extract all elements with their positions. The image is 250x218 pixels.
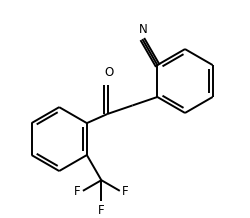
Text: F: F — [98, 204, 105, 217]
Text: O: O — [104, 66, 113, 79]
Text: F: F — [122, 185, 128, 198]
Text: F: F — [74, 185, 81, 198]
Text: N: N — [138, 23, 147, 36]
